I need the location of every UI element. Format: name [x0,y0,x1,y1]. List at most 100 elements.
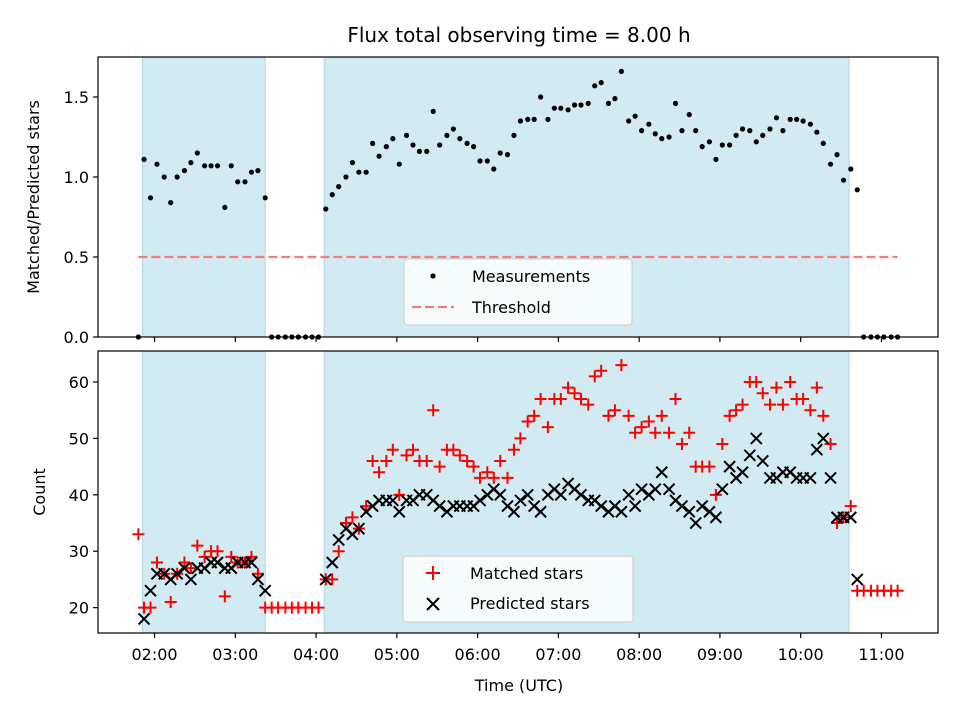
predicted-stars-point [393,505,406,518]
bottom-y-axis-label: Count [30,468,49,516]
measurement-point [517,118,524,124]
measurement-point [807,121,813,127]
x-tick-label: 05:00 [374,645,420,664]
measurement-point [719,142,725,148]
predicted-stars-point [574,488,588,502]
predicted-stars-point [144,584,157,597]
matched-stars-point [420,454,433,467]
x-tick-label: 08:00 [616,645,662,664]
predicted-stars-point [689,516,702,530]
matched-stars-point [568,387,581,400]
predicted-stars-point [594,499,608,513]
measurement-point [356,169,362,175]
measurement-point [147,195,154,201]
measurement-point [780,128,786,134]
top-y-axis-label: Matched/Predicted stars [24,100,43,294]
measurement-point [747,128,753,134]
measurement-point [396,161,402,167]
predicted-stars-point [170,567,184,580]
predicted-stars-point [723,460,736,473]
matched-stars-point [663,426,676,439]
matched-stars-point [178,556,191,569]
legend-measurements-label: Measurements [472,267,590,286]
measurement-point [827,161,834,167]
measurement-point [194,150,200,156]
count-panel: 20 30 40 50 60 02:00 03:00 04:00 05:00 06:00 07:00… [30,350,939,695]
legend-predicted-marker [426,597,440,611]
matched-stars-point [804,404,817,417]
measurement-point [538,94,544,100]
measurement-point [693,128,699,134]
measurement-point [262,195,268,201]
measurement-point [618,68,624,74]
top-y-tick-label: 0.5 [64,248,89,267]
measurement-point [551,105,557,111]
measurement-point [632,113,638,119]
matched-stars-point [784,376,797,389]
measurement-point [598,80,604,86]
top-y-tick-label: 1.5 [64,88,89,107]
matched-stars-point [191,539,204,552]
legend-threshold-label: Threshold [471,298,551,317]
matched-stars-point [164,595,177,608]
matched-stars-point [730,404,743,417]
predicted-stars-point [736,466,749,479]
matched-stars-point [622,409,635,422]
matched-stars-point [407,443,419,456]
matched-stars-point [225,550,238,563]
measurement-point [626,118,632,124]
measurement-point [733,132,739,138]
predicted-stars-point [534,505,547,518]
predicted-stars-point [750,432,763,445]
measurement-point [794,116,800,122]
measurement-point [787,116,793,122]
measurement-point [800,118,806,124]
measurement-point [854,187,860,193]
matched-stars-point [649,426,662,439]
measurement-point [699,144,705,150]
x-tick-label: 06:00 [455,645,501,664]
bottom-y-tick-label: 40 [69,486,89,505]
matched-stars-point [461,454,474,467]
matched-stars-point [703,460,716,473]
predicted-stars-point [352,522,366,535]
measurement-point [424,148,430,154]
measurement-point [188,160,194,166]
matched-stars-point [716,438,729,451]
predicted-stars-point [649,482,662,496]
matched-stars-point [562,381,575,394]
predicted-stars-point [326,556,339,569]
predicted-stars-point [675,499,689,513]
measurement-point [713,156,719,162]
measurement-point [585,100,591,106]
predicted-stars-point [332,533,345,547]
matched-stars-point [332,545,345,558]
matched-stars-point [184,562,197,575]
matched-stars-point [655,409,668,422]
matched-stars-point [750,376,763,389]
measurement-point [504,152,511,158]
measurement-point [646,121,652,127]
matched-stars-point [764,398,776,411]
predicted-stars-point [514,494,527,507]
matched-stars-point [554,392,567,405]
matched-stars-point [528,409,541,422]
measurement-point [416,148,423,154]
measurement-point [383,144,389,150]
predicted-stars-point [804,471,817,485]
legend-measurements-marker [430,273,436,279]
matched-stars-point [709,488,722,501]
matched-stars-point [736,398,749,411]
top-data-layer [135,68,901,340]
measurement-point [531,116,537,122]
measurement-point [706,139,713,145]
measurement-point [437,142,443,148]
matched-stars-point [507,443,520,456]
matched-stars-point [675,438,688,451]
x-tick-label: 11:00 [858,645,904,664]
matched-stars-point [891,584,904,597]
matched-stars-point [150,556,163,569]
bottom-legend: Matched stars Predicted stars [402,555,634,623]
measurement-point [491,166,497,172]
measurement-point [470,144,477,150]
